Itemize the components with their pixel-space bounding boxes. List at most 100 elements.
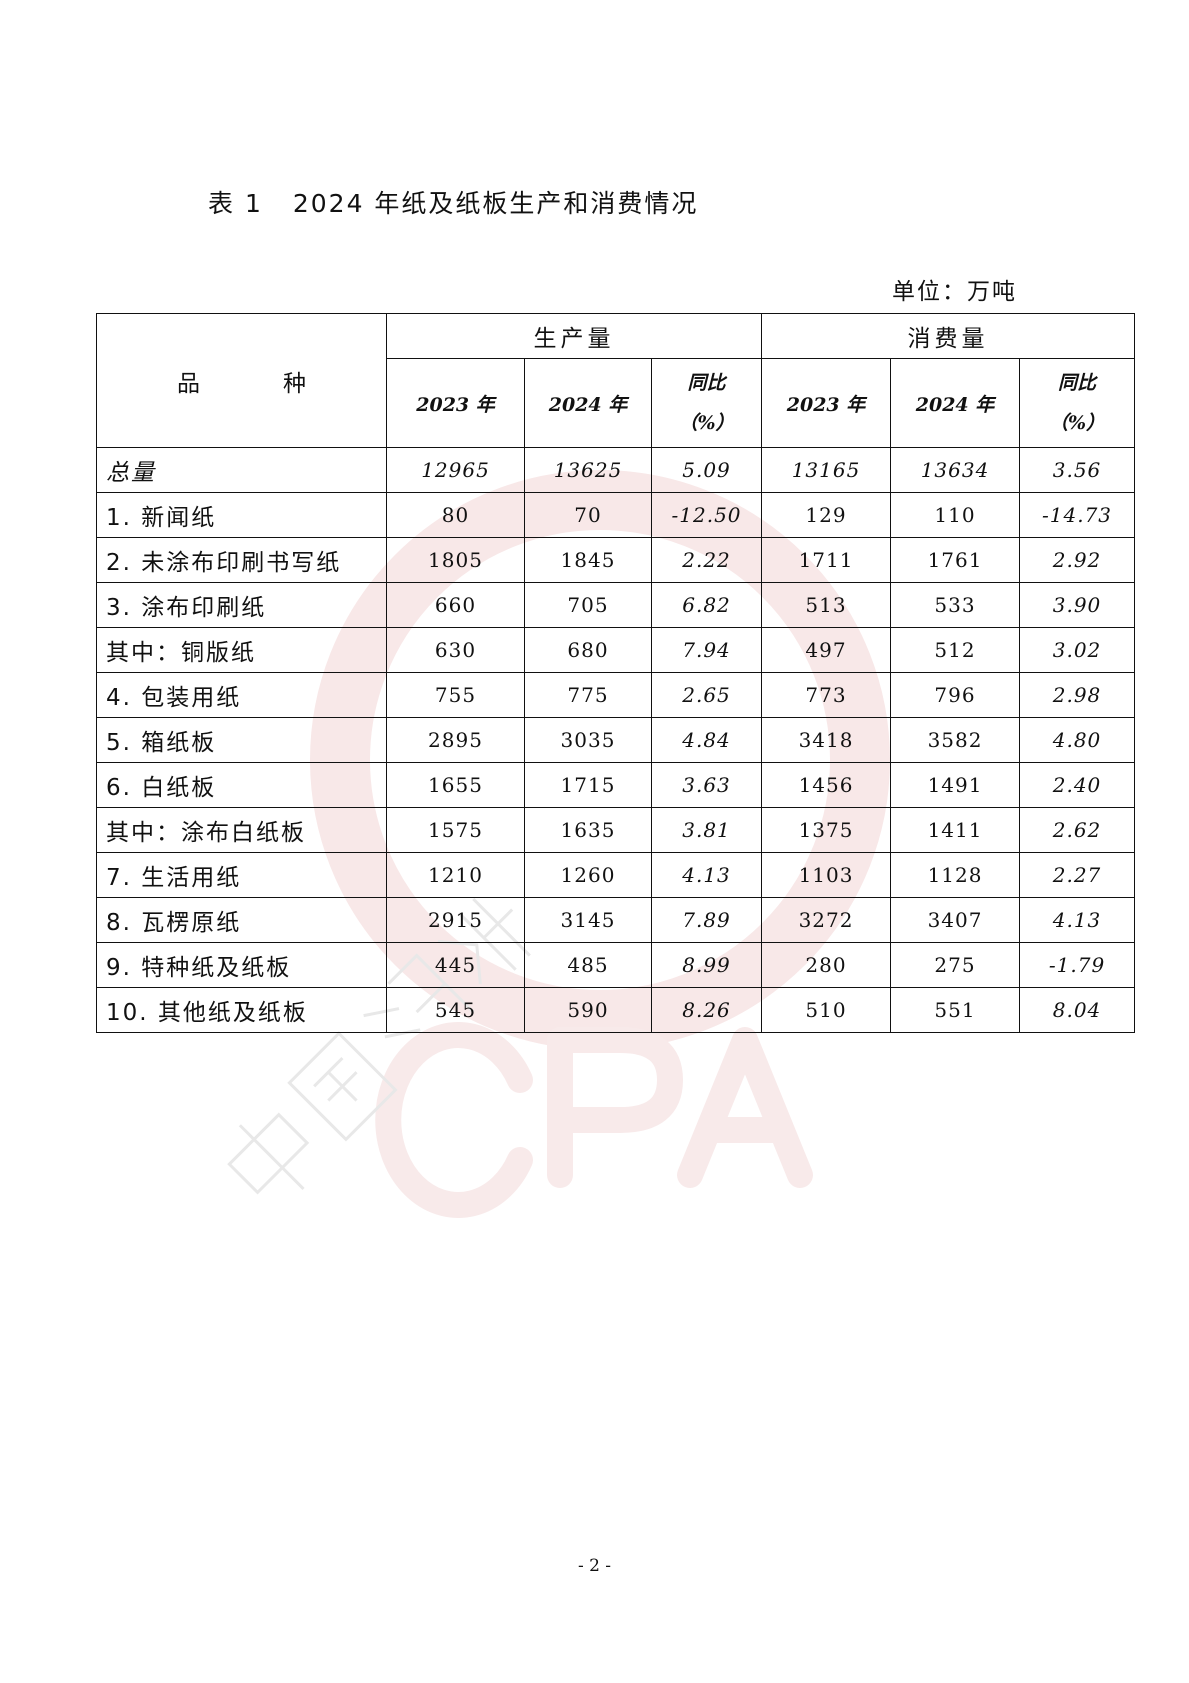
- paper-production-consumption-table: 品 种 生产量 消费量 2023 年 2024 年 同比 （%） 2023 年 2…: [96, 313, 1136, 1033]
- cell-p2024: 1845: [524, 537, 652, 583]
- production-2024-header: 2024 年: [524, 358, 652, 448]
- cell-p2024: 1715: [524, 762, 652, 808]
- cell-c2024: 1128: [890, 852, 1021, 898]
- cell-c2023: 13165: [761, 447, 892, 493]
- cell-p2023: 2895: [386, 717, 525, 763]
- cell-cyoy: 2.27: [1019, 852, 1136, 898]
- table-row: 5. 箱纸板 2895 3035 4.84 3418 3582 4.80: [96, 717, 1136, 763]
- table-row: 10. 其他纸及纸板 545 590 8.26 510 551 8.04: [96, 987, 1136, 1033]
- yoy-label: 同比: [687, 372, 726, 394]
- cell-p2023: 545: [386, 987, 525, 1033]
- cell-pyoy: 2.22: [650, 537, 763, 583]
- cell-p2023: 630: [386, 627, 525, 673]
- cell-c2024: 3582: [890, 717, 1021, 763]
- cell-p2023: 1210: [386, 852, 525, 898]
- cell-c2024: 796: [890, 672, 1021, 718]
- cell-pyoy: 7.94: [650, 627, 763, 673]
- cell-p2023: 12965: [386, 447, 525, 493]
- yoy-label: 同比: [1058, 372, 1097, 394]
- cell-cyoy: 2.40: [1019, 762, 1136, 808]
- cell-name: 3. 涂布印刷纸: [96, 582, 387, 628]
- cell-c2024: 533: [890, 582, 1021, 628]
- cell-c2023: 280: [761, 942, 892, 988]
- table-title-text: 2024 年纸及纸板生产和消费情况: [292, 189, 699, 218]
- cell-cyoy: 3.02: [1019, 627, 1136, 673]
- cell-cyoy: 2.62: [1019, 807, 1136, 853]
- production-group-header: 生产量: [385, 313, 763, 359]
- consumption-2024-header: 2024 年: [890, 358, 1021, 448]
- cell-c2023: 1711: [761, 537, 892, 583]
- cell-p2023: 2915: [386, 897, 525, 943]
- cell-cyoy: 3.90: [1019, 582, 1136, 628]
- percent-label: （%）: [678, 412, 735, 434]
- unit-label: 单位：万吨: [892, 279, 1017, 305]
- consumption-2023-header: 2023 年: [761, 358, 892, 448]
- cell-name: 2. 未涂布印刷书写纸: [96, 537, 387, 583]
- table-row: 其中：铜版纸 630 680 7.94 497 512 3.02: [96, 627, 1136, 673]
- table-row: 4. 包装用纸 755 775 2.65 773 796 2.98: [96, 672, 1136, 718]
- cell-pyoy: 8.26: [650, 987, 763, 1033]
- production-2023-header: 2023 年: [386, 358, 525, 448]
- table-number: 表 1: [208, 189, 263, 218]
- cell-c2024: 3407: [890, 897, 1021, 943]
- percent-label: （%）: [1048, 412, 1106, 434]
- cell-p2024: 70: [524, 492, 652, 538]
- cell-c2023: 510: [761, 987, 892, 1033]
- cell-name: 其中：涂布白纸板: [96, 807, 387, 853]
- cell-name: 7. 生活用纸: [96, 852, 387, 898]
- cell-p2024: 1260: [524, 852, 652, 898]
- cell-name: 1. 新闻纸: [96, 492, 387, 538]
- cell-name: 9. 特种纸及纸板: [96, 942, 387, 988]
- cell-cyoy: 8.04: [1019, 987, 1136, 1033]
- cell-name: 总量: [96, 447, 387, 493]
- cell-p2024: 3035: [524, 717, 652, 763]
- cell-pyoy: 2.65: [650, 672, 763, 718]
- table-row: 7. 生活用纸 1210 1260 4.13 1103 1128 2.27: [96, 852, 1136, 898]
- cell-p2024: 485: [524, 942, 652, 988]
- cell-cyoy: -1.79: [1019, 942, 1136, 988]
- cell-name: 5. 箱纸板: [96, 717, 387, 763]
- table-row: 2. 未涂布印刷书写纸 1805 1845 2.22 1711 1761 2.92: [96, 537, 1136, 583]
- cell-p2023: 1575: [386, 807, 525, 853]
- cell-cyoy: 2.92: [1019, 537, 1136, 583]
- cell-p2024: 680: [524, 627, 652, 673]
- page-number: - 2 -: [577, 1556, 612, 1576]
- cell-c2023: 773: [761, 672, 892, 718]
- cell-pyoy: 4.13: [650, 852, 763, 898]
- cell-cyoy: 3.56: [1019, 447, 1136, 493]
- cell-p2024: 1635: [524, 807, 652, 853]
- cell-pyoy: 3.63: [650, 762, 763, 808]
- cell-p2024: 775: [524, 672, 652, 718]
- cell-name: 4. 包装用纸: [96, 672, 387, 718]
- cell-c2023: 497: [761, 627, 892, 673]
- cell-pyoy: 8.99: [650, 942, 763, 988]
- cell-c2023: 1103: [761, 852, 892, 898]
- cell-p2024: 590: [524, 987, 652, 1033]
- cell-c2024: 1761: [890, 537, 1021, 583]
- cell-p2023: 445: [386, 942, 525, 988]
- cell-p2023: 1805: [386, 537, 525, 583]
- cell-pyoy: -12.50: [650, 492, 763, 538]
- cell-cyoy: -14.73: [1019, 492, 1136, 538]
- cell-c2024: 512: [890, 627, 1021, 673]
- table-row: 3. 涂布印刷纸 660 705 6.82 513 533 3.90: [96, 582, 1136, 628]
- cell-c2024: 110: [890, 492, 1021, 538]
- cell-name: 其中：铜版纸: [96, 627, 387, 673]
- cell-cyoy: 4.13: [1019, 897, 1136, 943]
- table-title: 表 1 2024 年纸及纸板生产和消费情况: [208, 184, 698, 220]
- cell-p2024: 3145: [524, 897, 652, 943]
- cell-name: 6. 白纸板: [96, 762, 387, 808]
- cell-p2024: 705: [524, 582, 652, 628]
- cell-p2023: 1655: [386, 762, 525, 808]
- cell-p2023: 80: [386, 492, 525, 538]
- table-row: 6. 白纸板 1655 1715 3.63 1456 1491 2.40: [96, 762, 1136, 808]
- production-yoy-header: 同比 （%）: [650, 358, 763, 448]
- table-row: 9. 特种纸及纸板 445 485 8.99 280 275 -1.79: [96, 942, 1136, 988]
- cell-p2024: 13625: [524, 447, 652, 493]
- cell-c2023: 3418: [761, 717, 892, 763]
- cell-pyoy: 7.89: [650, 897, 763, 943]
- cell-cyoy: 4.80: [1019, 717, 1136, 763]
- cell-c2024: 275: [890, 942, 1021, 988]
- total-row: 总量 12965 13625 5.09 13165 13634 3.56: [96, 447, 1136, 493]
- cell-pyoy: 4.84: [650, 717, 763, 763]
